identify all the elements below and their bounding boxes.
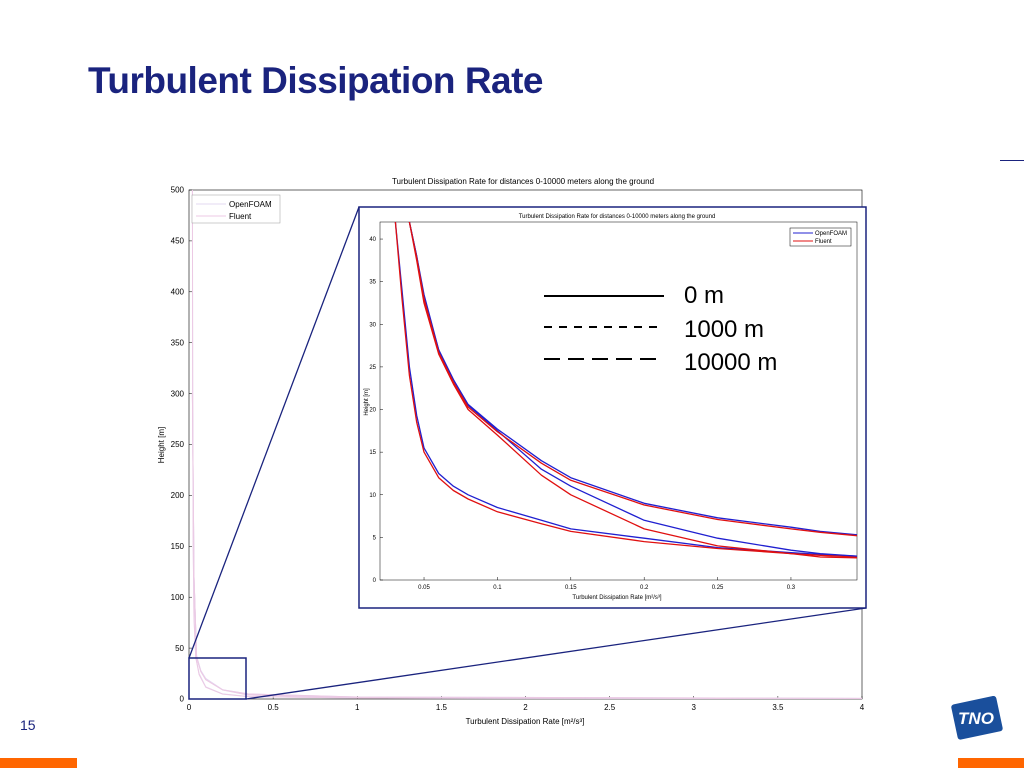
y-tick-label: 300: [171, 389, 185, 398]
series-line-fluent-10000-m: [408, 222, 857, 537]
inset-y-ticks: 0 5 10 15 20 25 30 35 40: [369, 237, 383, 584]
series-line-fluent-0-m: [394, 222, 857, 558]
x-tick-label: 0.3: [787, 585, 796, 591]
legend-line-long-dash: [544, 358, 664, 360]
main-legend-box: [191, 194, 281, 224]
x-tick-label: 0: [187, 703, 192, 712]
x-tick-label: 0.05: [418, 585, 430, 591]
y-tick-label: 35: [369, 280, 376, 286]
footer-accent-right: [958, 758, 1024, 768]
zoom-region-box: [188, 657, 247, 700]
logo-text: TNO: [958, 709, 994, 728]
x-tick-label: 2.5: [604, 703, 616, 712]
y-tick-label: 250: [171, 440, 185, 449]
slide-title: Turbulent Dissipation Rate: [88, 60, 544, 101]
series-line-openfoam-10000-m: [408, 222, 857, 536]
x-tick-label: 0.5: [268, 703, 280, 712]
x-tick-label: 3: [692, 703, 697, 712]
x-tick-label: 4: [860, 703, 865, 712]
legend-label-1000m: 1000 m: [684, 316, 765, 343]
y-tick-label: 450: [171, 237, 185, 246]
inset-y-axis-label: Height [m]: [364, 388, 370, 416]
y-tick-label: 30: [369, 322, 376, 328]
series-line-fluent-1000-m: [408, 222, 857, 559]
inset-legend-fluent: Fluent: [815, 239, 832, 245]
footer-accent-left: [0, 758, 77, 768]
tno-logo: TNO: [951, 696, 1003, 740]
x-tick-label: 0.25: [712, 585, 724, 591]
main-y-axis-label: Height [m]: [157, 427, 166, 463]
x-tick-label: 1: [355, 703, 360, 712]
x-tick-label: 1.5: [436, 703, 448, 712]
y-tick-label: 0: [373, 578, 377, 584]
y-tick-label: 0: [180, 695, 185, 704]
y-tick-label: 15: [369, 450, 376, 456]
x-tick-label: 0.2: [640, 585, 649, 591]
y-tick-label: 400: [171, 287, 185, 296]
y-tick-label: 5: [373, 535, 377, 541]
y-tick-label: 150: [171, 542, 185, 551]
header-rule: [1000, 160, 1024, 161]
y-tick-label: 50: [175, 644, 184, 653]
inset-chart: Turbulent Dissipation Rate for distances…: [358, 206, 867, 609]
inset-x-ticks: 0.05 0.1 0.15 0.2 0.25 0.3: [418, 577, 796, 591]
main-legend-openfoam: OpenFOAM: [229, 200, 272, 209]
x-tick-label: 2: [523, 703, 528, 712]
series-group: [394, 222, 857, 559]
inset-chart-title: Turbulent Dissipation Rate for distances…: [519, 214, 716, 220]
inset-legend: OpenFOAM Fluent: [789, 227, 852, 247]
x-tick-label: 0.15: [565, 585, 577, 591]
legend-line-short-dash: [544, 326, 664, 328]
main-legend-fluent: Fluent: [229, 212, 252, 221]
y-tick-label: 10: [369, 493, 376, 499]
y-tick-label: 40: [369, 237, 376, 243]
y-tick-label: 100: [171, 593, 185, 602]
zoom-connector: [188, 206, 867, 700]
inset-frame: [358, 206, 867, 609]
legend-label-10000m: 10000 m: [684, 349, 778, 376]
y-tick-label: 350: [171, 338, 185, 347]
y-tick-label: 200: [171, 491, 185, 500]
inset-x-axis-label: Turbulent Dissipation Rate [m²/s³]: [572, 595, 661, 601]
series-group: [191, 190, 862, 699]
logo-shape: [951, 696, 1003, 740]
main-y-ticks: 0 50 100 150 200 250 300 350 400 450 500: [171, 186, 192, 704]
inset-plot-area: [379, 221, 858, 581]
x-tick-label: 0.1: [493, 585, 502, 591]
page-number: 15: [20, 717, 36, 733]
y-tick-label: 20: [369, 408, 376, 414]
main-chart-title: Turbulent Dissipation Rate for distances…: [392, 177, 654, 186]
inset-legend-openfoam: OpenFOAM: [815, 231, 847, 237]
zoom-connector-bottom: [245, 607, 867, 700]
inset-series: [394, 222, 857, 559]
legend-label-0m: 0 m: [684, 282, 725, 309]
main-legend: OpenFOAM Fluent: [191, 194, 281, 224]
series-line-fluent-10000-m: [191, 393, 862, 699]
zoom-connector-top: [188, 206, 360, 659]
y-tick-label: 500: [171, 186, 185, 195]
main-x-axis-label: Turbulent Dissipation Rate [m²/s³]: [466, 717, 585, 726]
main-chart: Turbulent Dissipation Rate for distances…: [157, 177, 865, 726]
y-tick-label: 25: [369, 365, 376, 371]
legend-line-solid: [544, 295, 664, 297]
main-series: [191, 190, 862, 699]
x-tick-label: 3.5: [772, 703, 784, 712]
